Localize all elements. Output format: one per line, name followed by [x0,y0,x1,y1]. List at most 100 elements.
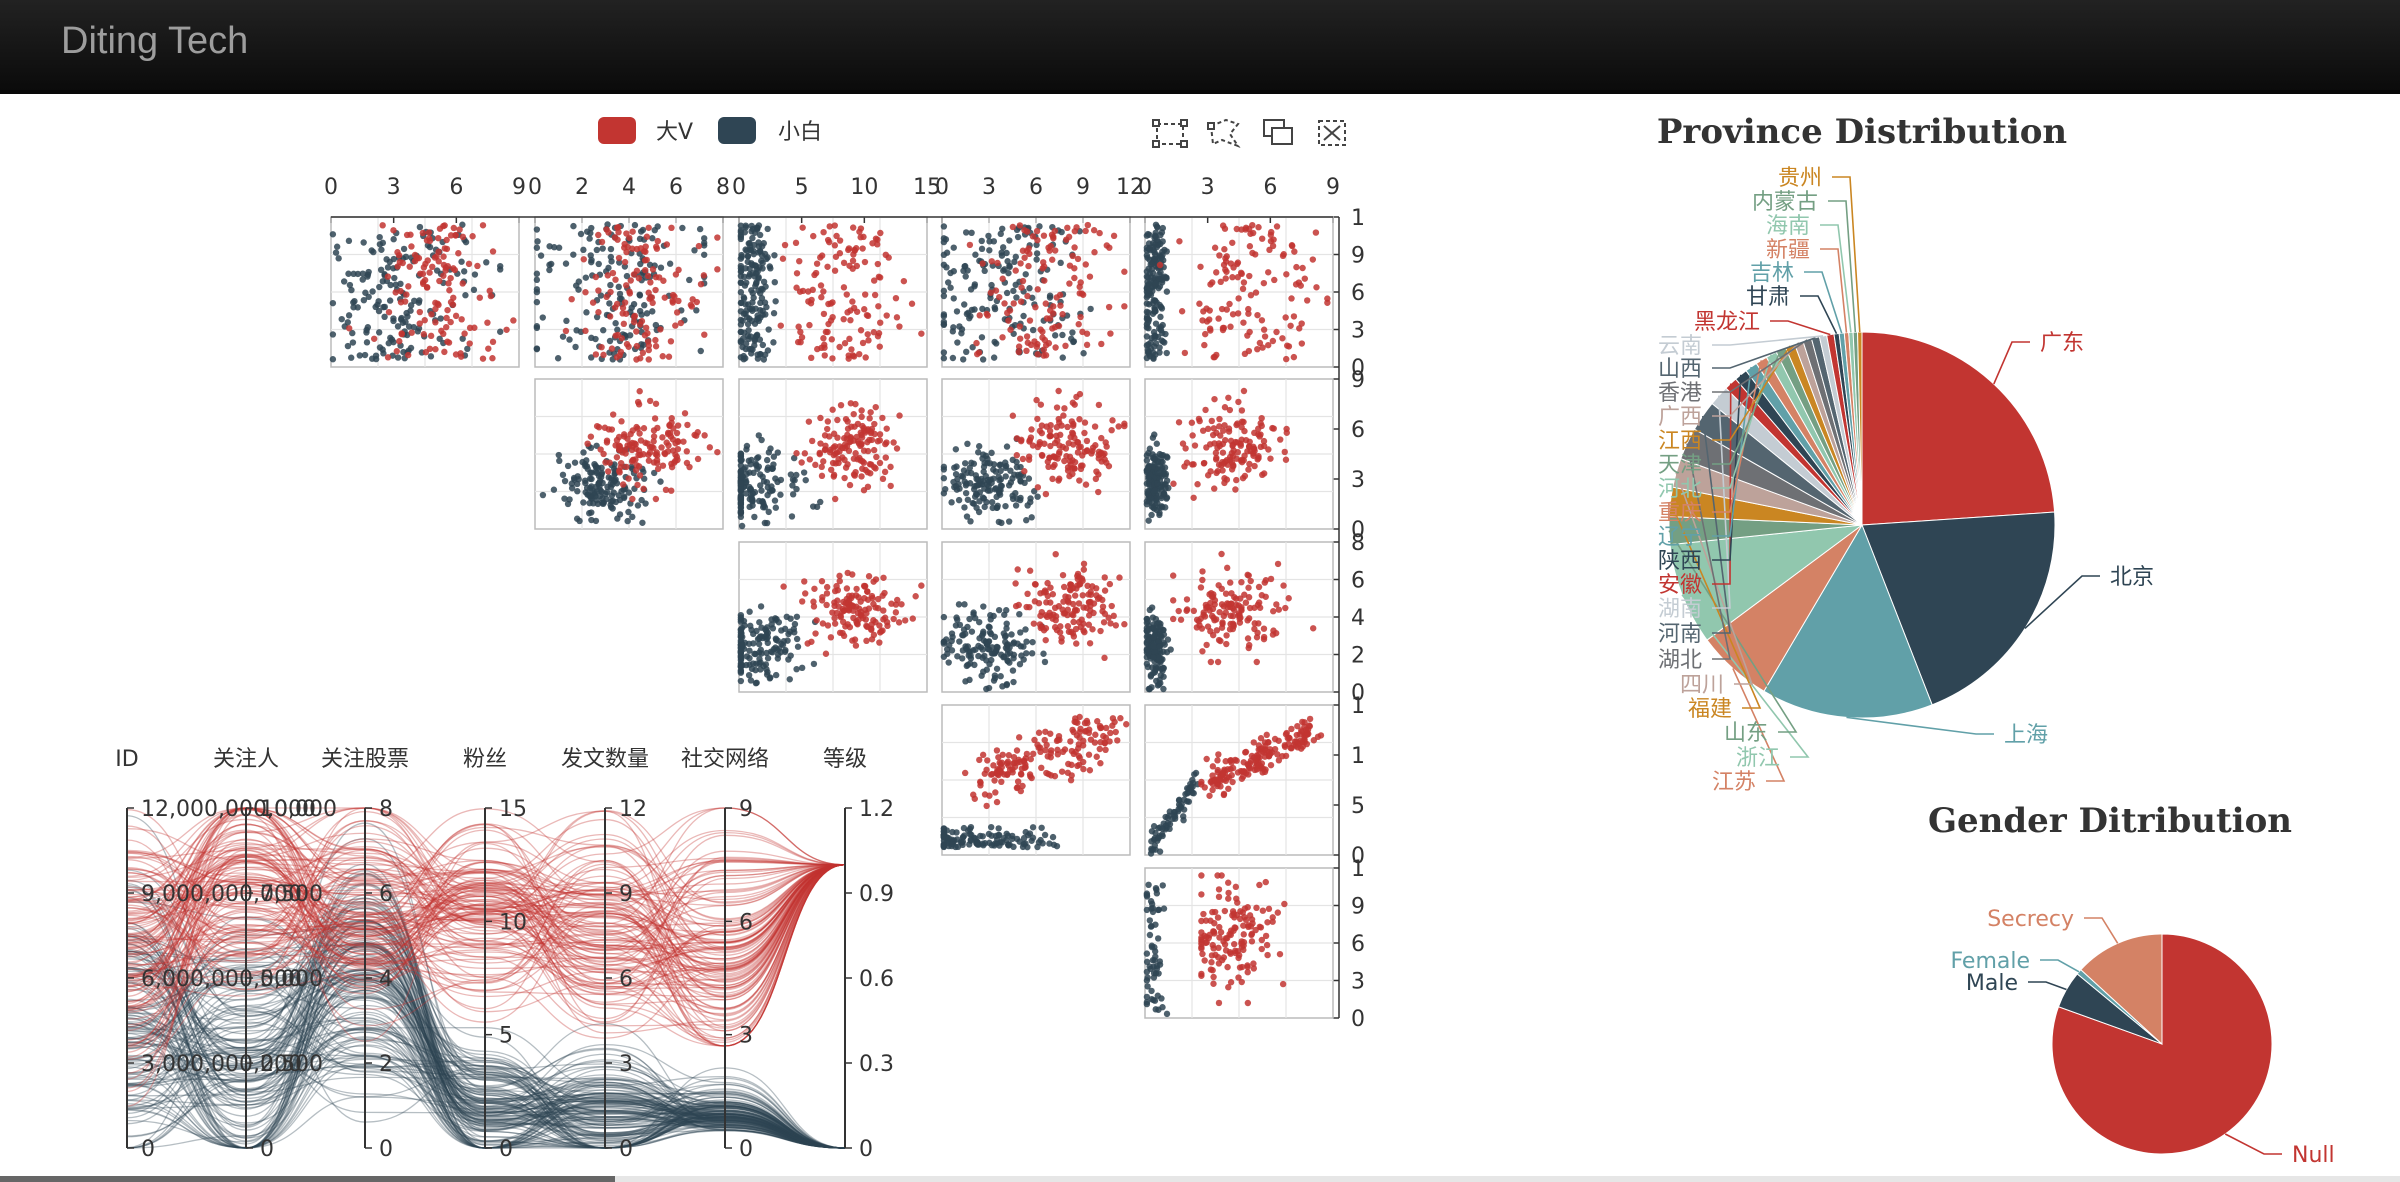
scatter-point-da-v [1040,232,1048,239]
scatter-cell[interactable] [1143,378,1334,530]
legend-item-da-v[interactable]: 大V [598,117,693,145]
scatter-point-xiao-bai [789,482,796,489]
scatter-point-da-v [848,346,855,353]
scatter-point-xiao-bai [1013,294,1020,301]
scatter-point-da-v [856,350,863,358]
scatter-point-da-v [864,588,871,595]
parallel-coordinates[interactable]: ID03,000,000,0006,000,000,0009,000,000,0… [115,747,894,1162]
scatter-point-xiao-bai [964,643,972,650]
scatter-cell[interactable] [940,541,1131,693]
x-axis-tick-label: 9 [512,175,526,200]
scatter-cell[interactable] [533,216,724,368]
scatter-cell[interactable] [534,378,724,530]
scatter-point-da-v [1054,437,1061,444]
scatter-point-xiao-bai [959,632,967,639]
parallel-axis-name[interactable]: 关注人 [213,747,279,772]
scatter-cell[interactable] [1144,704,1334,857]
scatter-point-xiao-bai [1151,957,1158,964]
parallel-axis-name[interactable]: 关注股票 [321,747,409,772]
pie-slice-label: Female [1950,949,2030,974]
scatter-point-da-v [1235,610,1243,617]
scatter-point-xiao-bai [954,616,961,623]
scatter-cell[interactable] [329,216,520,368]
clear-selection-icon[interactable] [1318,120,1346,146]
pie-label-line [1993,341,2030,385]
scatter-point-da-v [1242,226,1249,233]
pie-slice-label: 辽宁 [1658,525,1702,550]
scatter-point-xiao-bai [1145,881,1152,889]
scatter-point-xiao-bai [583,457,590,464]
scatter-point-da-v [869,240,876,247]
lasso-select-icon[interactable] [1207,118,1241,149]
scatter-matrix[interactable]: 0 3 6 9 0 2 4 6 8 0 5 10 150 3 6 9 120 3 6 9036910369024680… [324,175,1365,1032]
legend[interactable]: 大V 小白 [598,117,822,145]
scatter-point-da-v [604,272,611,279]
scatter-point-da-v [1076,477,1083,484]
scatter-point-da-v [385,308,393,316]
x-axis-tick-label: 8 [716,175,730,200]
brand-title[interactable]: Diting Tech [61,20,249,62]
scatter-point-da-v [831,267,839,274]
scatter-point-xiao-bai [990,677,998,684]
scatter-point-da-v [1073,607,1081,614]
parallel-axis-name[interactable]: 发文数量 [561,747,649,772]
legend-item-xiao-bai[interactable]: 小白 [718,117,822,145]
scatter-point-da-v [1073,640,1080,647]
scatter-point-xiao-bai [605,474,612,481]
scatter-point-xiao-bai [1155,970,1162,977]
scatter-cell[interactable] [1143,867,1334,1019]
scatter-point-da-v [820,288,827,295]
scatter-cell[interactable] [737,216,928,368]
parallel-axis-name[interactable]: 社交网络 [681,747,769,772]
scatter-point-da-v [623,463,630,471]
scatter-point-da-v [799,287,807,295]
scatter-cell[interactable] [940,378,1131,530]
scatter-point-da-v [1037,748,1044,756]
scatter-point-da-v [1069,470,1076,478]
rect-select-icon[interactable] [1152,119,1188,148]
scatter-point-xiao-bai [460,268,468,275]
scatter-point-da-v [650,438,657,445]
scatter-point-xiao-bai [1159,882,1166,889]
scatter-point-da-v [1199,950,1206,958]
scatter-point-da-v [1038,422,1046,429]
scatter-point-da-v [1211,485,1218,492]
keep-selection-icon[interactable] [1263,119,1293,145]
scatter-cell[interactable] [1143,541,1334,693]
scatter-point-da-v [839,444,846,452]
scatter-point-da-v [1195,415,1203,423]
scatter-point-da-v [1260,326,1268,333]
scatter-point-da-v [1042,636,1049,644]
scatter-point-da-v [812,461,819,469]
scatter-point-da-v [1242,748,1250,756]
scrollbar-thumb[interactable] [0,1176,615,1182]
scatter-cell[interactable] [940,704,1131,856]
scatter-point-da-v [1274,909,1282,916]
x-axis-tick-label: 0 [1138,175,1152,200]
pie-slice-label: 甘肃 [1746,285,1790,310]
scatter-point-da-v [1056,291,1064,299]
scatter-point-xiao-bai [546,261,553,269]
scatter-point-da-v [1215,582,1222,589]
pie-slice-label: 山西 [1658,357,1702,382]
scatter-point-da-v [664,448,672,455]
scatter-point-da-v [426,345,434,353]
scatter-point-da-v [872,576,880,583]
scatter-point-xiao-bai [588,475,595,483]
scatter-cell[interactable] [940,216,1131,368]
parallel-axis-name[interactable]: ID [115,747,138,772]
scatter-point-xiao-bai [384,264,392,271]
pie-slice[interactable] [1861,331,2056,526]
scatter-cell[interactable] [737,541,928,693]
parallel-axis-name[interactable]: 等级 [823,747,867,772]
scatter-cell[interactable] [1143,216,1334,368]
scatter-cell[interactable] [737,378,928,530]
scatter-point-xiao-bai [593,442,600,449]
scatter-point-xiao-bai [755,454,762,461]
parallel-axis-name[interactable]: 粉丝 [463,747,507,772]
scatter-point-da-v [693,432,700,439]
scatter-point-xiao-bai [758,624,765,631]
scatter-point-xiao-bai [375,329,383,336]
province-pie[interactable]: 广东北京上海江苏浙江山东福建四川湖北河南湖南安徽陕西辽宁重庆河北天津江西广西香港… [1658,166,2154,795]
